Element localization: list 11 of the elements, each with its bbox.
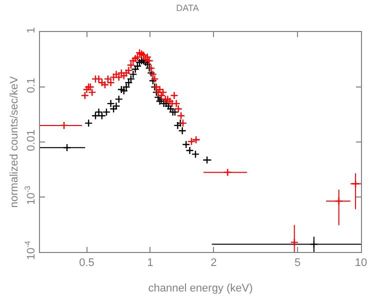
y-tick-label: 0.01 bbox=[26, 130, 38, 152]
x-tick-label: 2 bbox=[210, 257, 217, 270]
x-tick-label: 5 bbox=[294, 257, 301, 270]
y-tick-label: 0.1 bbox=[26, 78, 38, 93]
x-tick-label: 1 bbox=[147, 257, 154, 270]
x-tick-label: 0.5 bbox=[79, 257, 94, 270]
x-axis-title: channel energy (keV) bbox=[148, 282, 253, 294]
y-tick-label: 1 bbox=[26, 27, 38, 34]
x-tick-label: 10 bbox=[354, 257, 368, 270]
y-axis-title: normalized counts/sec/keV bbox=[8, 76, 21, 208]
chart-title: DATA bbox=[176, 2, 199, 13]
